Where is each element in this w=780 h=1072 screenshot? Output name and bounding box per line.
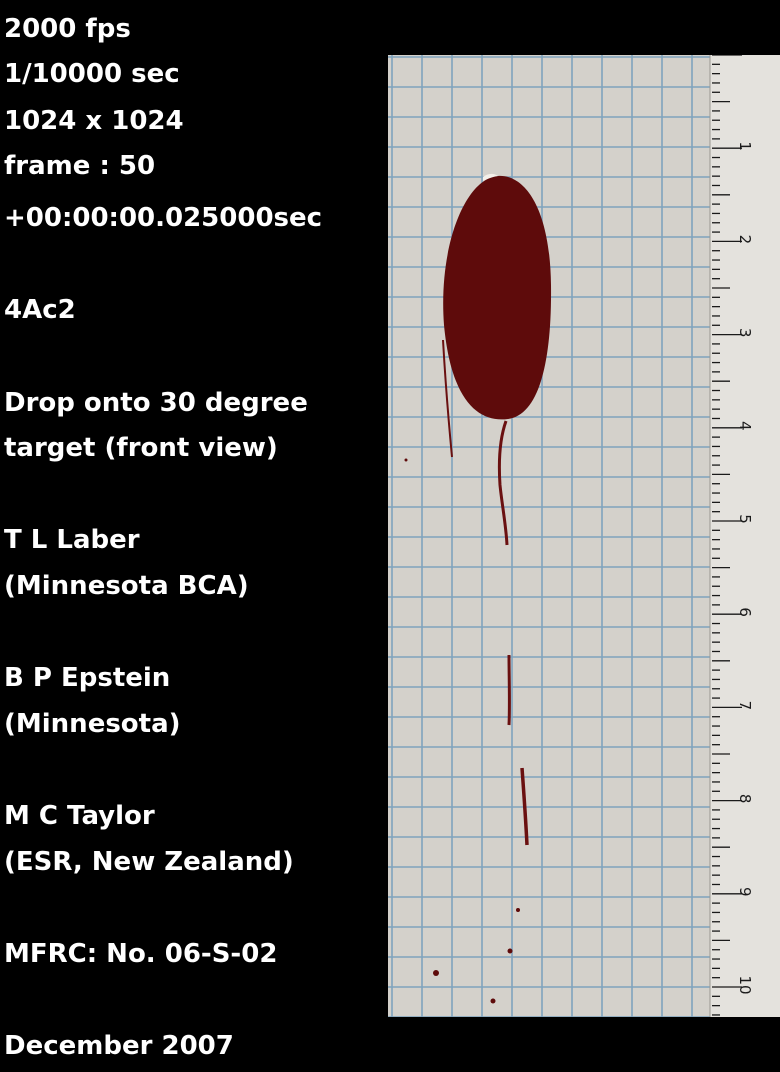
graph-paper-grid — [388, 55, 710, 1017]
blood-stain — [404, 173, 767, 1004]
author-1-name: T L Laber — [4, 525, 140, 555]
ruler-number: 4 — [736, 421, 754, 431]
description-line-2: target (front view) — [4, 433, 278, 463]
timestamp-text: +00:00:00.025000sec — [4, 203, 323, 233]
ruler-number: 10 — [736, 975, 754, 994]
author-2-affiliation: (Minnesota) — [4, 709, 181, 739]
shutter-speed-text: 1/10000 sec — [4, 59, 180, 89]
blood-trail-tail — [520, 767, 529, 846]
date-text: December 2007 — [4, 1031, 234, 1061]
blood-drop-photo: 1 2 3 4 5 6 7 8 9 10 — [388, 55, 780, 1017]
blood-streak-left — [442, 339, 453, 458]
ruler-ticks — [712, 55, 742, 1016]
author-3-affiliation: (ESR, New Zealand) — [4, 847, 294, 877]
info-panel: 2000 fps 1/10000 sec 1024 x 1024 frame :… — [0, 0, 380, 1072]
ruler-body — [710, 55, 780, 1017]
ruler-number: 2 — [736, 235, 754, 245]
blood-spatter — [490, 998, 496, 1004]
author-3-name: M C Taylor — [4, 801, 155, 831]
reference-number-text: MFRC: No. 06-S-02 — [4, 939, 278, 969]
blood-trail-upper — [497, 420, 509, 546]
author-1-affiliation: (Minnesota BCA) — [4, 571, 249, 601]
ruler-labels: 1 2 3 4 5 6 7 8 9 10 — [736, 141, 754, 994]
ruler-number: 6 — [736, 607, 754, 617]
blood-spatter — [404, 458, 408, 462]
ruler: 1 2 3 4 5 6 7 8 9 10 — [709, 55, 780, 1017]
ruler-number: 5 — [736, 514, 754, 524]
description-line-1: Drop onto 30 degree — [4, 388, 308, 418]
blood-drop-highlight — [483, 173, 498, 181]
ruler-number: 8 — [736, 794, 754, 804]
ruler-number: 7 — [736, 701, 754, 711]
ruler-number: 1 — [736, 141, 754, 151]
frame-rate-text: 2000 fps — [4, 14, 131, 44]
ruler-number: 3 — [736, 328, 754, 338]
author-2-name: B P Epstein — [4, 663, 171, 693]
resolution-text: 1024 x 1024 — [4, 106, 184, 136]
sample-id-text: 4Ac2 — [4, 295, 76, 325]
blood-spatter — [507, 948, 513, 954]
blood-drop-main — [443, 175, 552, 420]
frame-number-text: frame : 50 — [4, 151, 156, 181]
blood-spatter — [433, 970, 439, 976]
blood-spatter — [516, 908, 520, 912]
ruler-number: 9 — [736, 887, 754, 897]
